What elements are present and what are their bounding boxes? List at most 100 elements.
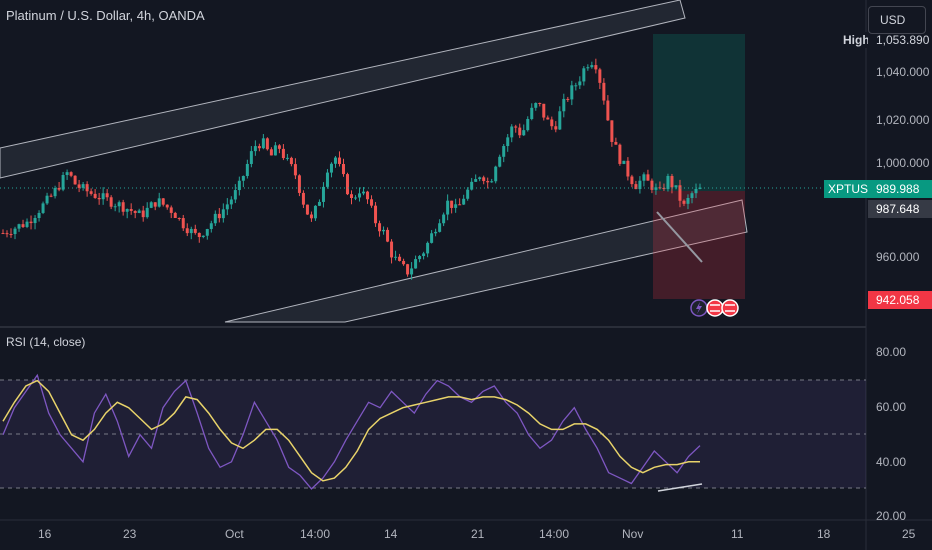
time-axis[interactable]: 16 23 Oct 14:00 14 21 14:00 Nov 11 18 25 <box>38 527 916 541</box>
high-value-bg <box>868 31 932 49</box>
candle-body <box>253 146 257 152</box>
candle-body <box>614 141 618 145</box>
candle-body <box>382 229 386 232</box>
candle-body <box>662 187 666 190</box>
candle-body <box>293 164 297 176</box>
candle-body <box>101 193 105 200</box>
candle-body <box>329 163 333 173</box>
candle-body <box>137 210 141 213</box>
candle-body <box>197 232 201 238</box>
candle-body <box>297 175 301 193</box>
price-axis[interactable]: 1,040.000 1,020.000 1,000.000 960.000 <box>876 65 930 264</box>
candle-body <box>241 175 245 181</box>
candle-body <box>670 175 674 188</box>
time-tick: 21 <box>471 527 485 541</box>
candle-body <box>289 157 293 165</box>
time-tick: 14:00 <box>539 527 569 541</box>
candle-body <box>205 229 209 236</box>
event-icons[interactable] <box>690 299 739 317</box>
candle-body <box>169 207 173 213</box>
candle-body <box>558 111 562 130</box>
candle-body <box>25 221 29 227</box>
price-candles <box>1 58 702 280</box>
price-tick: 960.000 <box>876 250 920 264</box>
rsi-axis[interactable]: 80.00 60.00 40.00 20.00 <box>876 345 906 523</box>
candle-body <box>494 166 498 182</box>
candle-body <box>594 65 598 70</box>
rsi-ma-line <box>2 379 700 482</box>
candle-body <box>650 180 654 190</box>
lower-channel-band[interactable] <box>224 199 748 323</box>
candle-body <box>598 69 602 83</box>
entry-price-bg <box>868 200 932 218</box>
candle-body <box>562 98 566 112</box>
last-price-bg <box>868 180 932 198</box>
candle-body <box>173 212 177 219</box>
candle-body <box>378 223 382 232</box>
us-flag-icon[interactable] <box>706 299 724 317</box>
candle-body <box>410 268 414 275</box>
candle-body <box>358 193 362 198</box>
candle-body <box>430 233 434 243</box>
candle-body <box>434 231 438 234</box>
candle-body <box>462 198 466 205</box>
candle-body <box>221 209 225 219</box>
stop-price-label: 942.058 <box>868 291 932 309</box>
candle-body <box>458 204 462 206</box>
rsi-tick: 20.00 <box>876 509 906 523</box>
candle-body <box>634 184 638 190</box>
projection-line[interactable] <box>656 211 703 263</box>
candle-body <box>414 259 418 269</box>
currency-button[interactable]: USD <box>868 6 926 34</box>
candle-body <box>113 206 117 208</box>
candle-body <box>257 146 261 149</box>
candle-body <box>73 175 77 185</box>
candle-body <box>53 188 57 197</box>
candle-body <box>530 107 534 120</box>
candle-body <box>546 117 550 120</box>
rsi-tick: 60.00 <box>876 400 906 414</box>
candle-body <box>574 85 578 87</box>
candle-body <box>213 213 217 224</box>
candle-body <box>321 186 325 202</box>
divergence-line[interactable] <box>657 483 703 492</box>
candle-body <box>345 174 349 195</box>
symbol-tag: XPTUSD <box>828 182 877 196</box>
position-profit-zone[interactable] <box>653 34 745 191</box>
time-tick: Oct <box>225 527 244 541</box>
candle-body <box>301 192 305 205</box>
us-flag-icon-2[interactable] <box>721 299 739 317</box>
candle-body <box>325 172 329 187</box>
candle-body <box>41 203 45 213</box>
candle-body <box>229 199 233 205</box>
candle-body <box>482 177 486 182</box>
candle-body <box>233 190 237 200</box>
candle-body <box>49 195 53 197</box>
time-tick: 23 <box>123 527 137 541</box>
upper-channel-band[interactable] <box>0 0 686 179</box>
high-label: High 1,053.890 <box>840 31 932 49</box>
candle-body <box>442 214 446 224</box>
candle-body <box>522 130 526 136</box>
candle-body <box>582 68 586 82</box>
candle-body <box>638 180 642 190</box>
candle-body <box>125 208 129 212</box>
price-tick: 1,040.000 <box>876 65 930 79</box>
candle-body <box>426 242 430 254</box>
candle-body <box>490 181 494 183</box>
candle-body <box>109 197 113 207</box>
candle-body <box>370 199 374 206</box>
candle-body <box>438 223 442 232</box>
candle-body <box>161 198 165 205</box>
time-tick: 16 <box>38 527 52 541</box>
candle-body <box>646 174 650 181</box>
candle-body <box>45 195 49 204</box>
candle-body <box>514 126 518 128</box>
position-loss-zone[interactable] <box>653 191 745 299</box>
candle-body <box>470 181 474 190</box>
candle-body <box>153 202 157 207</box>
candle-body <box>61 175 65 190</box>
candle-body <box>542 103 546 118</box>
candle-body <box>249 151 253 164</box>
